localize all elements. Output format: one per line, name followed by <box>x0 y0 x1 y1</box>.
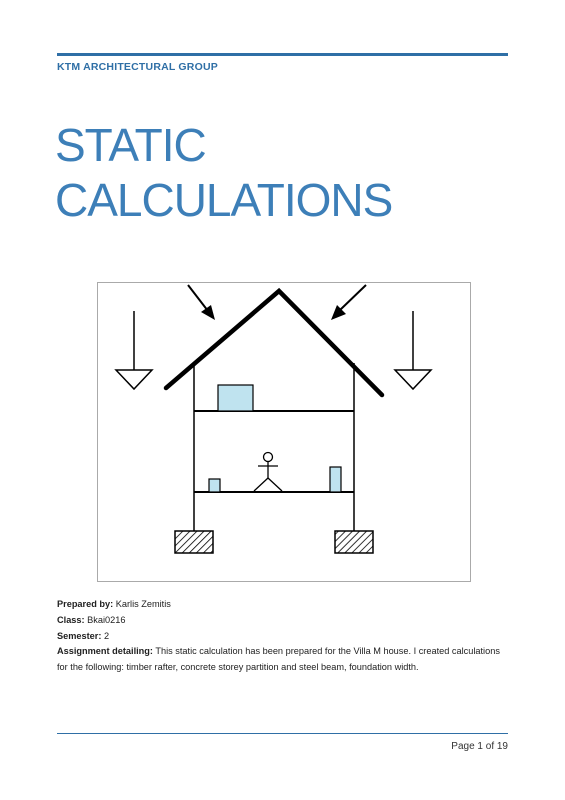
walls <box>193 363 355 531</box>
page-title: STATIC CALCULATIONS <box>55 118 393 228</box>
person-figure <box>253 451 283 492</box>
assignment-row: Assignment detailing: This static calcul… <box>57 646 500 673</box>
upper-floor-box <box>217 384 254 412</box>
house-load-diagram-icon <box>114 284 433 554</box>
left-wind-arrow <box>187 284 215 320</box>
right-wind-arrow <box>331 284 367 320</box>
left-foundation <box>174 530 214 554</box>
company-name: KTM ARCHITECTURAL GROUP <box>57 61 218 73</box>
house-load-diagram <box>97 282 471 582</box>
prepared-by-row: Prepared by: Karlis Zemitis <box>57 599 171 609</box>
semester-row: Semester: 2 <box>57 630 110 641</box>
right-foundation <box>334 530 374 554</box>
title-line-2: CALCULATIONS <box>55 174 393 226</box>
left-load-arrow <box>114 311 154 391</box>
footer-rule <box>57 733 508 734</box>
right-load-arrow <box>393 311 433 391</box>
class-row: Class: Bkai0216 <box>57 614 126 625</box>
page-number: Page 1 of 19 <box>451 741 508 752</box>
roof <box>163 287 385 398</box>
header-rule <box>57 53 508 56</box>
project-info: Prepared by: Karlis Zemitis Class: Bkai0… <box>57 597 509 676</box>
small-box-right <box>329 466 342 493</box>
small-box-left <box>208 478 221 493</box>
title-line-1: STATIC <box>55 119 207 171</box>
